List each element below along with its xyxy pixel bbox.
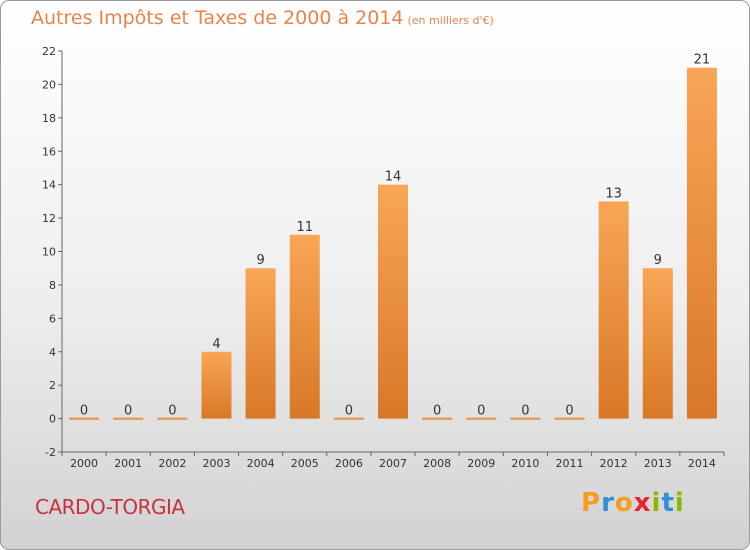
logo-letter: i <box>651 488 662 518</box>
bar-value-label: 0 <box>168 404 176 419</box>
bar <box>510 417 541 420</box>
logo-letter: t <box>661 488 675 518</box>
chart-data-labels: 0 0 0 4 9 11 0 14 0 0 0 0 13 9 21 <box>80 53 710 419</box>
bar-value-label: 0 <box>521 404 529 419</box>
x-tick-label: 2001 <box>114 457 142 470</box>
y-tick-label: 8 <box>49 279 56 292</box>
bar <box>466 417 497 420</box>
y-tick-label: 0 <box>49 413 56 426</box>
chart-title-text: Autres Impôts et Taxes de 2000 à 2014 <box>31 7 404 29</box>
bar <box>289 234 320 419</box>
bar-value-label: 0 <box>477 404 485 419</box>
bar <box>642 268 673 419</box>
logo-letter: x <box>633 488 652 518</box>
x-tick-label: 2006 <box>335 457 363 470</box>
bar-value-label: 11 <box>296 220 313 235</box>
y-tick-label: 2 <box>49 379 56 392</box>
bar <box>378 184 408 419</box>
y-tick-label: 18 <box>42 112 56 125</box>
bar-value-label: 0 <box>345 404 353 419</box>
x-tick-label: 2009 <box>467 457 495 470</box>
bar-value-label: 0 <box>80 404 88 419</box>
logo-letter: i <box>674 488 685 518</box>
x-tick-label: 2003 <box>202 457 230 470</box>
bar <box>69 417 100 420</box>
y-tick-label: 6 <box>49 312 56 325</box>
chart-bars <box>69 67 717 420</box>
y-tick-label: 22 <box>42 45 56 58</box>
commune-name: CARDO-TORGIA <box>35 495 185 519</box>
proxiti-logo[interactable]: Proxiti <box>581 488 685 518</box>
y-tick-label: 20 <box>42 78 56 91</box>
x-tick-label: 2005 <box>291 457 319 470</box>
y-tick-label: 16 <box>42 145 56 158</box>
chart-axes: -2 0 2 4 6 8 10 12 14 16 18 20 22 2000 2001 2002 2003 200… <box>42 45 725 470</box>
bar-chart: -2 0 2 4 6 8 10 12 14 16 18 20 22 2000 2001 2002 2003 200… <box>42 45 725 470</box>
y-tick-label: 4 <box>49 346 56 359</box>
chart-title: Autres Impôts et Taxes de 2000 à 2014 (en… <box>31 7 494 29</box>
bar-value-label: 4 <box>212 337 220 352</box>
bar <box>422 417 453 420</box>
bar <box>598 201 629 419</box>
x-tick-label: 2014 <box>688 457 716 470</box>
bar-value-label: 0 <box>565 404 573 419</box>
bar-value-label: 9 <box>654 253 662 268</box>
bar-value-label: 0 <box>124 404 132 419</box>
x-tick-label: 2007 <box>379 457 407 470</box>
logo-letter: o <box>614 488 634 518</box>
y-tick-label: 10 <box>42 246 56 259</box>
bar-value-label: 13 <box>605 186 622 201</box>
chart-unit: (en milliers d'€) <box>407 14 494 27</box>
logo-letter: P <box>581 488 602 518</box>
x-tick-label: 2011 <box>556 457 584 470</box>
x-tick-label: 2013 <box>644 457 672 470</box>
x-tick-label: 2008 <box>423 457 451 470</box>
bar-value-label: 14 <box>385 170 402 185</box>
bar <box>686 67 717 419</box>
x-tick-label: 2000 <box>70 457 98 470</box>
bar <box>113 417 144 420</box>
bar <box>554 417 585 420</box>
bar-value-label: 0 <box>433 404 441 419</box>
x-tick-label: 2010 <box>511 457 539 470</box>
x-tick-label: 2012 <box>600 457 628 470</box>
y-tick-label: 14 <box>42 179 56 192</box>
bar <box>157 417 188 420</box>
x-tick-label: 2004 <box>247 457 275 470</box>
x-tick-label: 2002 <box>158 457 186 470</box>
y-tick-label: 12 <box>42 212 56 225</box>
bar-value-label: 9 <box>256 253 264 268</box>
y-tick-label: -2 <box>45 446 56 459</box>
bar <box>333 417 364 420</box>
logo-letter: r <box>601 488 615 518</box>
bar-value-label: 21 <box>694 53 711 68</box>
bar <box>201 351 232 419</box>
bar <box>245 268 276 419</box>
